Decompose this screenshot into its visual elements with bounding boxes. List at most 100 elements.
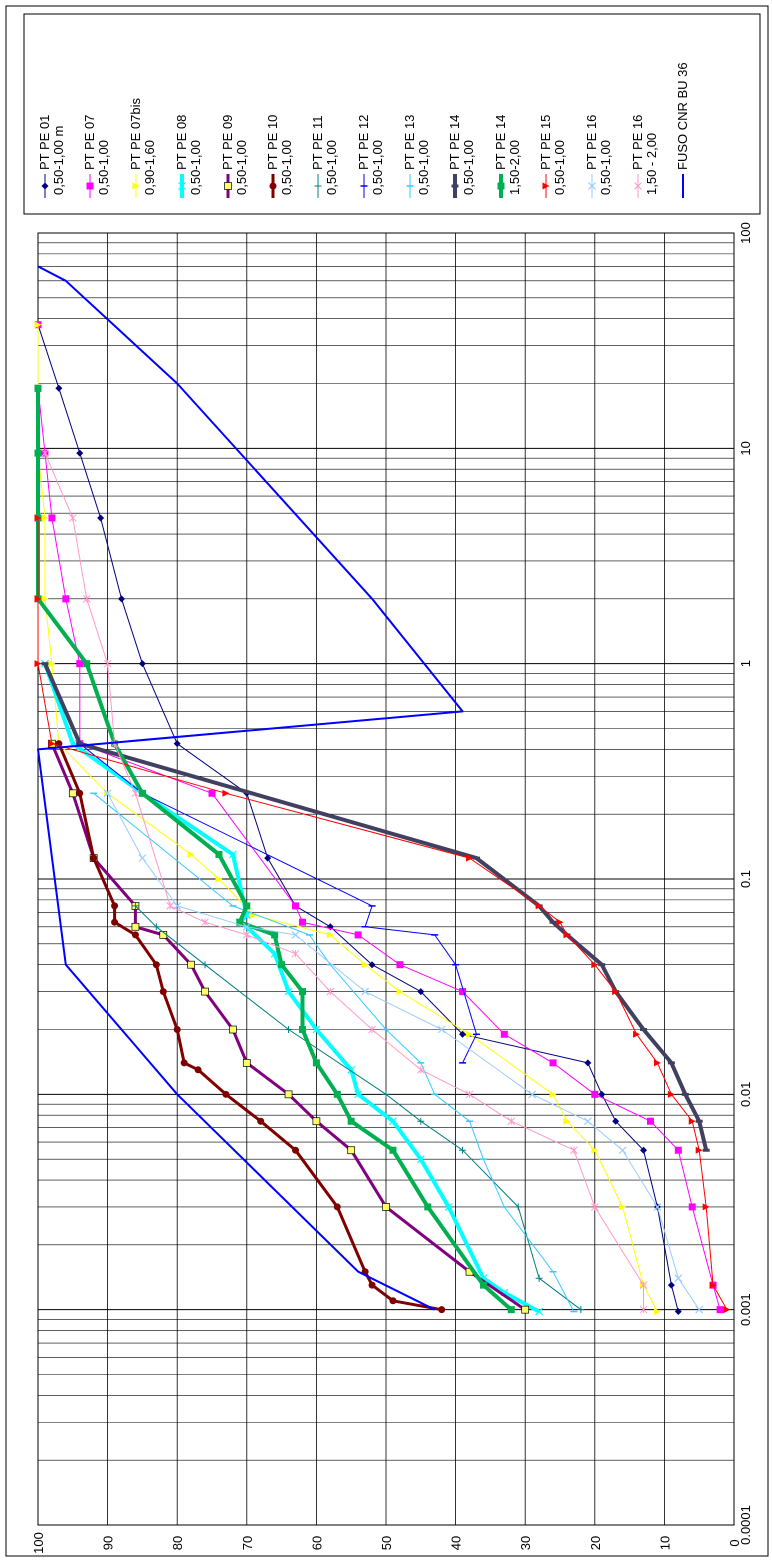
legend-sublabel: 0,50-1,00 bbox=[461, 140, 476, 195]
legend-label: PT PE 09 bbox=[220, 115, 235, 170]
y-tick-label: 20 bbox=[588, 1536, 603, 1550]
data-point bbox=[62, 595, 70, 603]
data-point bbox=[132, 182, 140, 190]
data-point bbox=[674, 1274, 683, 1283]
data-point bbox=[653, 1203, 662, 1211]
data-point bbox=[354, 931, 362, 939]
series-11 bbox=[34, 514, 731, 1314]
legend-label: PT PE 14 bbox=[493, 115, 508, 170]
data-point bbox=[459, 988, 467, 996]
data-point bbox=[41, 182, 49, 190]
data-point bbox=[598, 963, 606, 967]
data-point bbox=[347, 1117, 355, 1125]
data-point bbox=[591, 961, 599, 969]
legend-item: PT PE 16 1,50 - 2,00 bbox=[630, 115, 659, 198]
data-point bbox=[639, 1305, 648, 1314]
data-point bbox=[653, 1059, 661, 1067]
data-point bbox=[82, 594, 91, 603]
legend-item: PT PE 08 0,50-1,00 bbox=[174, 115, 203, 198]
data-point bbox=[640, 1146, 648, 1154]
data-point bbox=[667, 1281, 675, 1289]
legend-sublabel: 0,50-1,00 bbox=[598, 140, 613, 195]
data-point bbox=[326, 931, 334, 939]
legend-sublabel: 0,50-1,00 bbox=[552, 140, 567, 195]
legend-item: FUSO CNR BU 36 bbox=[675, 62, 690, 198]
legend-item: PT PE 14 0,50-1,00 bbox=[447, 115, 476, 198]
data-point bbox=[416, 1155, 425, 1164]
data-point bbox=[368, 1281, 376, 1289]
data-point bbox=[90, 854, 98, 862]
data-point bbox=[131, 931, 139, 939]
data-point bbox=[598, 1090, 606, 1098]
y-tick-label: 50 bbox=[379, 1536, 394, 1550]
data-point bbox=[76, 742, 84, 746]
data-point bbox=[438, 1306, 446, 1314]
data-point bbox=[242, 1059, 251, 1067]
data-point bbox=[278, 961, 286, 969]
data-point bbox=[459, 1030, 467, 1038]
y-tick-label: 0 bbox=[727, 1539, 742, 1546]
data-point bbox=[479, 1281, 487, 1289]
data-point bbox=[292, 902, 300, 910]
data-point bbox=[723, 1306, 731, 1314]
data-point bbox=[570, 1146, 578, 1155]
series-5 bbox=[55, 740, 446, 1314]
legend-item: PT PE 14 1,50-2,00 bbox=[493, 115, 522, 198]
legend-sublabel: 0,50-1,00 bbox=[96, 140, 111, 195]
data-point bbox=[535, 1274, 543, 1282]
data-point bbox=[702, 1203, 710, 1211]
legend-label: PT PE 07bis bbox=[128, 97, 143, 170]
data-point bbox=[500, 1030, 508, 1038]
data-point bbox=[229, 1025, 237, 1034]
data-point bbox=[269, 182, 277, 190]
data-point bbox=[528, 1090, 537, 1099]
data-point bbox=[584, 1059, 592, 1067]
data-point bbox=[382, 1090, 390, 1098]
data-point bbox=[612, 988, 620, 996]
data-point bbox=[382, 1203, 390, 1211]
legend-item: PT PE 01 0,50-1,00 m bbox=[37, 115, 66, 198]
series-8 bbox=[90, 792, 578, 1313]
data-point bbox=[681, 1092, 689, 1096]
data-point bbox=[298, 918, 306, 926]
data-point bbox=[542, 182, 550, 190]
data-point bbox=[347, 1146, 356, 1155]
data-point bbox=[131, 789, 140, 798]
data-point bbox=[103, 659, 112, 668]
data-point bbox=[590, 1203, 599, 1211]
data-point bbox=[41, 514, 49, 522]
data-point bbox=[591, 1090, 599, 1098]
data-point bbox=[716, 1306, 724, 1314]
legend-label: FUSO CNR BU 36 bbox=[675, 62, 690, 170]
data-point bbox=[48, 514, 56, 522]
data-point bbox=[389, 1117, 397, 1126]
data-point bbox=[34, 595, 42, 603]
data-point bbox=[667, 1090, 675, 1098]
data-point bbox=[194, 1066, 202, 1074]
data-point bbox=[549, 1059, 557, 1067]
series-12 bbox=[103, 789, 704, 1314]
data-point bbox=[152, 961, 160, 969]
legend-item: PT PE 07 0,50-1,00 bbox=[82, 115, 111, 198]
data-point bbox=[243, 902, 251, 910]
legend-item: PT PE 15 0,50-1,00 bbox=[538, 115, 567, 198]
series-line bbox=[135, 905, 582, 1311]
series-line bbox=[50, 743, 527, 1311]
x-tick-label: 0.1 bbox=[738, 870, 753, 888]
legend-label: PT PE 12 bbox=[356, 115, 371, 170]
data-point bbox=[368, 1025, 376, 1034]
data-point bbox=[34, 514, 42, 522]
legend-item: PT PE 09 0,50-1,00 bbox=[220, 115, 249, 198]
data-point bbox=[138, 854, 147, 863]
data-point bbox=[242, 922, 251, 931]
data-point bbox=[333, 1090, 341, 1098]
data-point bbox=[173, 1026, 181, 1034]
data-point bbox=[361, 961, 369, 969]
y-tick-label: 70 bbox=[240, 1536, 255, 1550]
data-point bbox=[312, 1025, 321, 1034]
legend-label: PT PE 13 bbox=[402, 115, 417, 170]
series-line bbox=[93, 792, 575, 1312]
legend-label: PT PE 01 bbox=[37, 115, 52, 170]
y-tick-label: 30 bbox=[518, 1536, 533, 1550]
legend-item: PT PE 12 0,50-1,00 bbox=[356, 115, 385, 198]
